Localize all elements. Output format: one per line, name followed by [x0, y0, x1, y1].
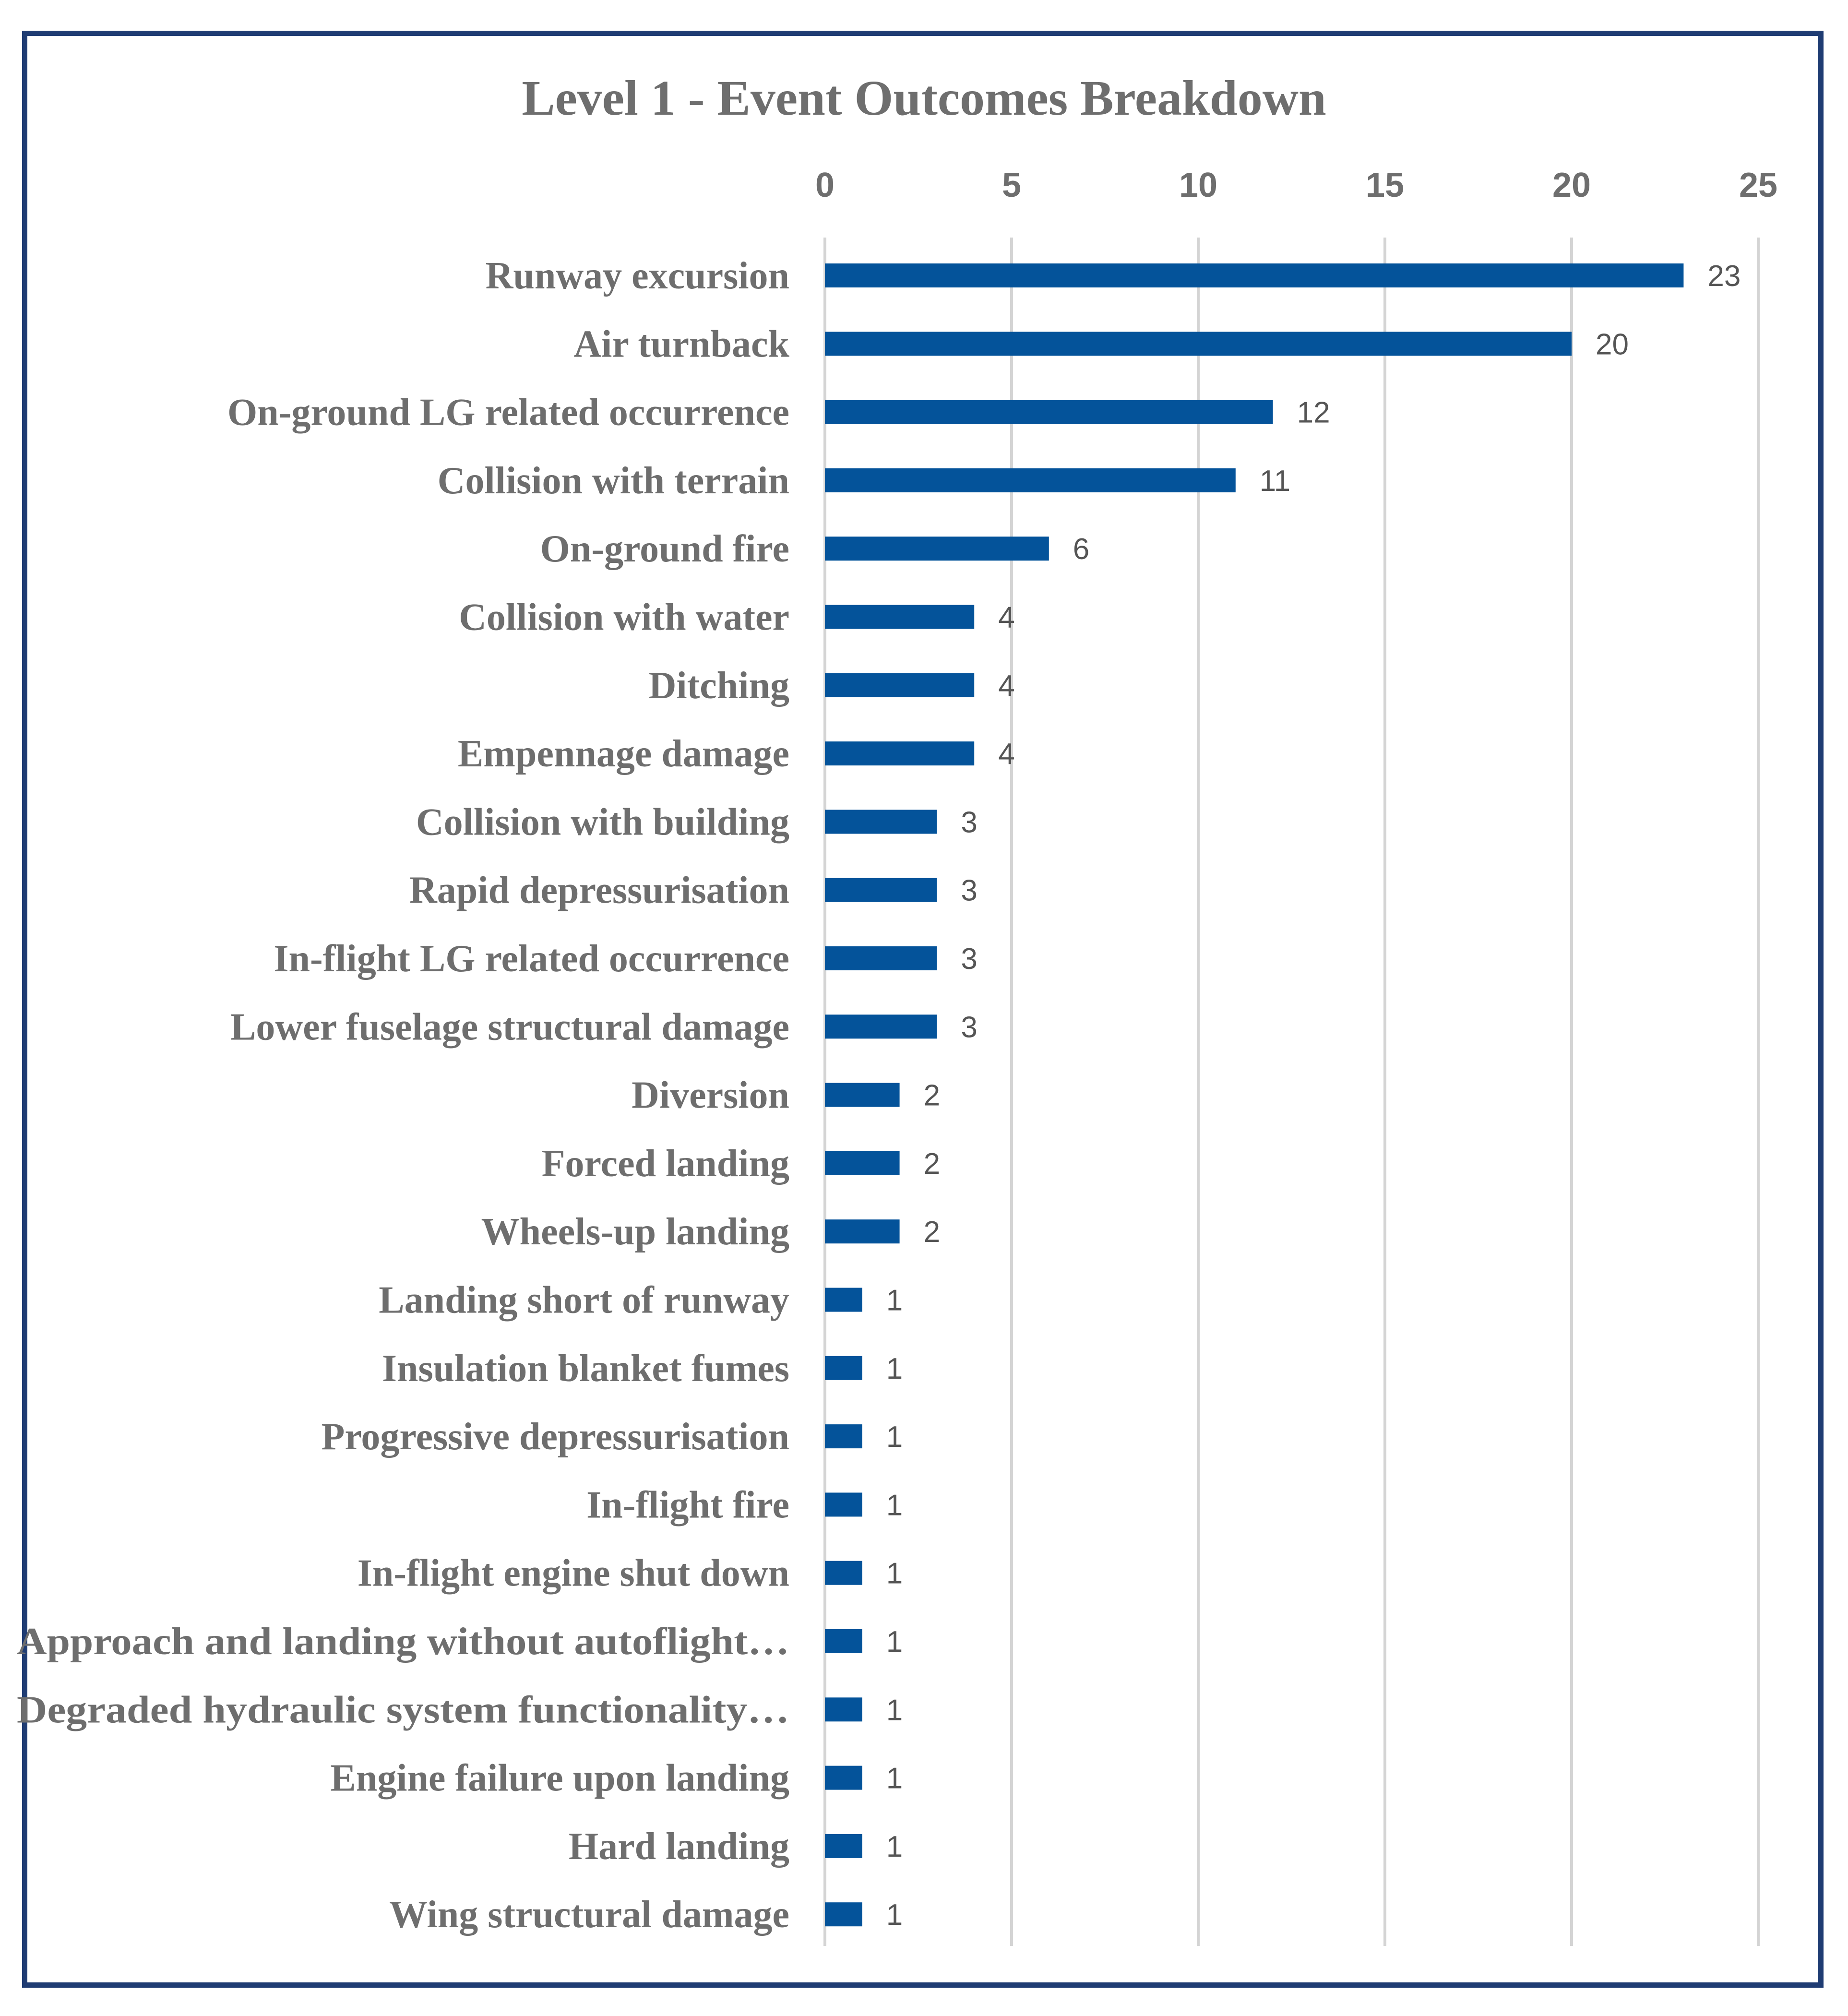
- data-label: 3: [961, 806, 977, 839]
- data-label: 1: [886, 1625, 903, 1658]
- data-label: 6: [1073, 533, 1089, 566]
- bar: [825, 263, 1684, 287]
- data-label: 1: [886, 1898, 903, 1932]
- category-label: Engine failure upon landing: [330, 1757, 789, 1800]
- bar: [825, 537, 1049, 561]
- category-label: Collision with building: [416, 801, 789, 843]
- bar: [825, 1697, 862, 1722]
- bar: [825, 1288, 862, 1312]
- data-label: 1: [886, 1489, 903, 1522]
- bar: [825, 878, 937, 902]
- data-label: 12: [1297, 396, 1330, 429]
- category-label: Forced landing: [542, 1143, 789, 1185]
- chart-frame: [22, 31, 1824, 1988]
- category-label: Rapid depressurisation: [409, 870, 789, 912]
- bar: [825, 1629, 862, 1653]
- bar: [825, 673, 975, 697]
- category-label: Ditching: [649, 665, 789, 707]
- bar: [825, 605, 975, 629]
- data-label: 23: [1707, 260, 1741, 293]
- category-label: Landing short of runway: [379, 1279, 789, 1322]
- category-label: Progressive depressurisation: [321, 1416, 789, 1458]
- category-label: Approach and landing without autoflight…: [17, 1621, 789, 1663]
- x-tick-label: 15: [1366, 166, 1404, 204]
- category-label: Wheels-up landing: [481, 1211, 789, 1253]
- category-label: In-flight engine shut down: [358, 1552, 789, 1595]
- x-tick-label: 0: [815, 166, 835, 204]
- data-label: 4: [998, 601, 1014, 634]
- data-label: 3: [961, 942, 977, 976]
- category-label: In-flight LG related occurrence: [274, 938, 789, 980]
- data-label: 11: [1260, 465, 1290, 498]
- gridlines: [823, 238, 1760, 1946]
- bar: [825, 1765, 862, 1790]
- category-label: Air turnback: [573, 323, 789, 365]
- bar: [825, 1424, 862, 1449]
- data-label: 2: [924, 1216, 940, 1249]
- bar: [825, 1902, 862, 1927]
- category-label: Collision with water: [459, 596, 789, 639]
- bar: [825, 1151, 900, 1175]
- data-label: 2: [924, 1079, 940, 1112]
- category-label: Lower fuselage structural damage: [230, 1006, 789, 1048]
- data-label: 4: [998, 669, 1014, 703]
- bar: [825, 332, 1572, 356]
- bar: [825, 1492, 862, 1517]
- category-label: Hard landing: [569, 1825, 789, 1868]
- bar: [825, 810, 937, 834]
- bar: [825, 946, 937, 970]
- bar: [825, 1561, 862, 1585]
- x-tick-label: 10: [1179, 166, 1217, 204]
- category-label: In-flight fire: [586, 1484, 789, 1526]
- data-label: 1: [886, 1420, 903, 1454]
- category-label: On-ground fire: [540, 528, 789, 570]
- data-label: 1: [886, 1284, 903, 1317]
- bars: [825, 263, 1684, 1927]
- category-label: Degraded hydraulic system functionality…: [17, 1689, 789, 1731]
- data-label: 1: [886, 1557, 903, 1590]
- category-label: Collision with terrain: [438, 460, 789, 502]
- x-tick-label: 25: [1739, 166, 1777, 204]
- bar: [825, 1219, 900, 1244]
- x-tick-label: 20: [1552, 166, 1591, 204]
- category-label: Empennage damage: [458, 733, 789, 775]
- bar: [825, 1014, 937, 1039]
- data-label: 1: [886, 1830, 903, 1863]
- bar: [825, 1834, 862, 1858]
- bar: [825, 1083, 900, 1107]
- data-label: 4: [998, 738, 1014, 771]
- category-label: On-ground LG related occurrence: [227, 392, 789, 434]
- data-label: 2: [924, 1147, 940, 1181]
- data-label: 1: [886, 1762, 903, 1795]
- category-label: Runway excursion: [486, 255, 789, 297]
- data-label: 3: [961, 874, 977, 907]
- category-labels: Runway excursion Air turnback On-ground LG…: [17, 255, 790, 1936]
- data-label: 3: [961, 1011, 977, 1044]
- data-label: 1: [886, 1694, 903, 1727]
- bar: [825, 468, 1236, 492]
- chart-title: Level 1 - Event Outcomes Breakdown: [522, 71, 1326, 126]
- category-label: Wing structural damage: [389, 1894, 789, 1936]
- bar: [825, 1356, 862, 1380]
- data-label: 20: [1596, 328, 1629, 361]
- bar: [825, 741, 975, 766]
- category-label: Insulation blanket fumes: [382, 1348, 789, 1390]
- x-tick-label: 5: [1002, 166, 1021, 204]
- bar: [825, 400, 1273, 424]
- data-label: 1: [886, 1352, 903, 1385]
- category-label: Diversion: [632, 1074, 789, 1117]
- x-axis-ticks: 0 5 10 15 20 25: [815, 166, 1777, 204]
